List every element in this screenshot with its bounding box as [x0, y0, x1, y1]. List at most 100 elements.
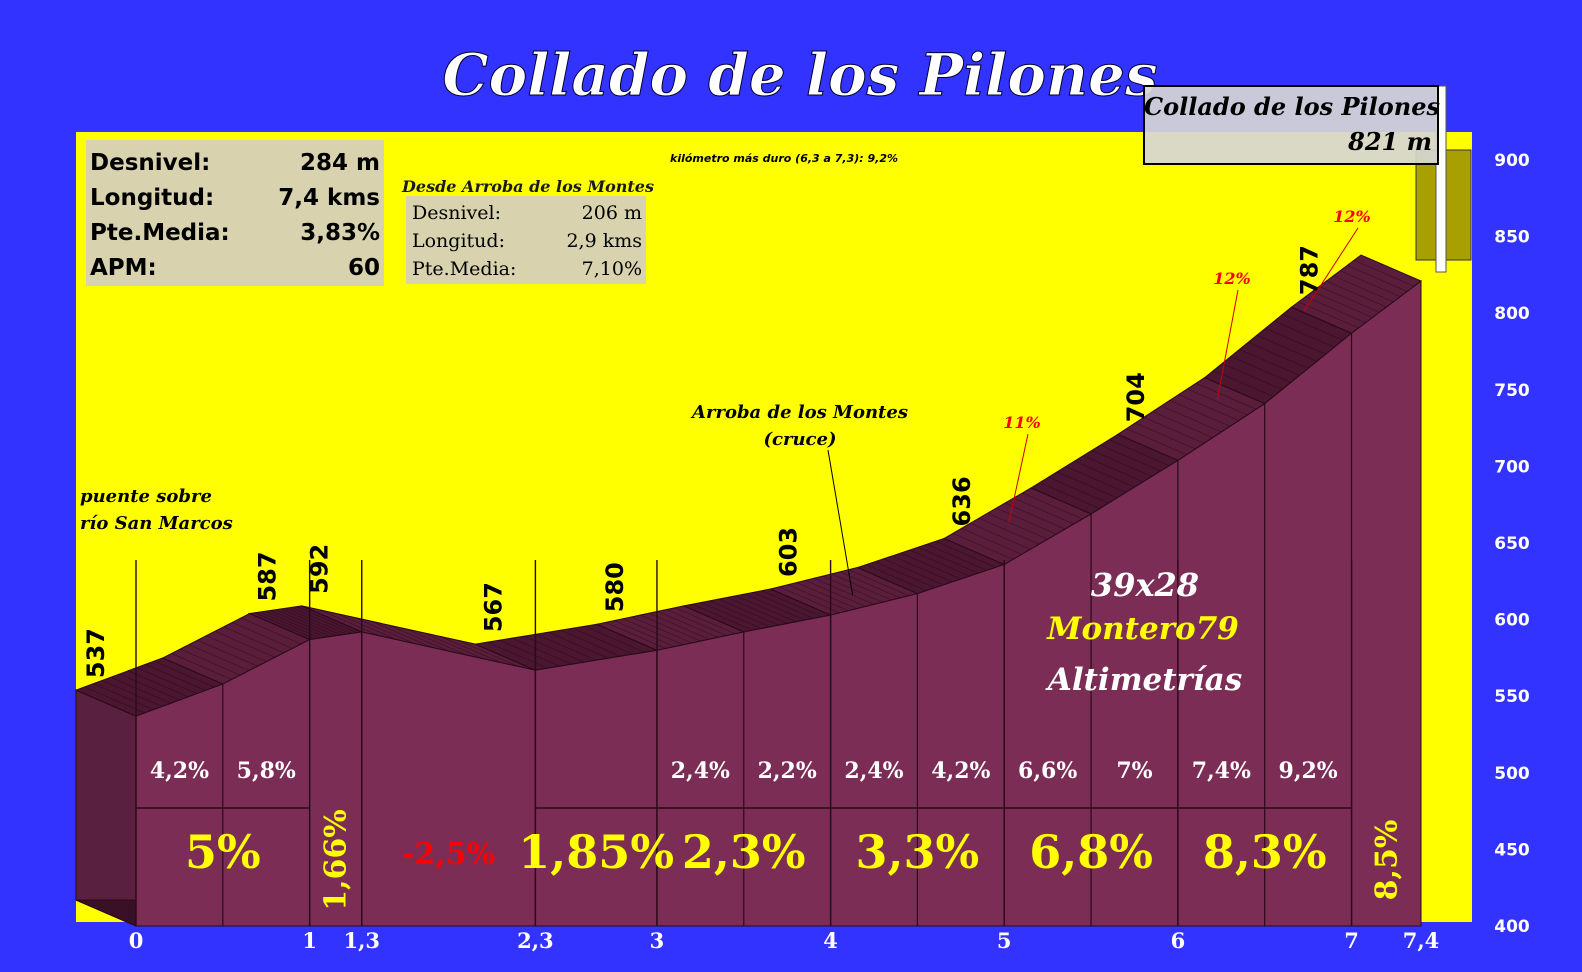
profile-hatch [900, 552, 961, 580]
profile-hatch [892, 555, 953, 583]
profile-hatch [1152, 411, 1213, 438]
y-tick-label: 450 [1494, 840, 1530, 860]
profile-hatch [718, 598, 779, 626]
sub-summary-value: 7,10% [582, 258, 642, 280]
profile-hatch [648, 612, 710, 640]
annotations-layer: puente sobre río San Marcos Arroba de los … [80, 207, 1371, 596]
summary-value: 3,83% [300, 220, 380, 246]
summit-elevation: 821 m [1347, 127, 1432, 156]
profile-hatch [353, 617, 414, 644]
x-tick-label: 2,3 [517, 928, 554, 953]
elevation-label: 567 [479, 582, 507, 632]
profile-hatch [631, 616, 692, 644]
profile-hatch [796, 582, 857, 609]
y-tick-label: 800 [1494, 304, 1530, 324]
profile-hatch [692, 603, 753, 631]
segment-gradient: 1,85% [518, 825, 674, 879]
profile-hatch [280, 608, 342, 636]
elevation-label: 603 [775, 527, 803, 577]
profile-end-face [75, 689, 137, 927]
profile-hatch [709, 600, 770, 628]
profile-hatch [285, 607, 347, 635]
profile-hatch [1256, 334, 1317, 362]
summary-box: Desnivel: 284 m Longitud: 7,4 kms Pte.Media:… [86, 140, 384, 286]
x-tick-label: 5 [997, 928, 1012, 953]
profile-hatch [136, 667, 197, 694]
profile-hatch [1126, 428, 1187, 455]
sub-summary-box: Desde Arroba de los Montes Desnivel: 206 … [401, 177, 654, 284]
x-tick-label: 6 [1171, 928, 1186, 953]
y-tick-label: 900 [1494, 151, 1530, 171]
profile-hatch [548, 631, 609, 659]
profile-hatch [154, 660, 215, 688]
profile-hatch [1135, 422, 1196, 450]
sub-summary-label: Pte.Media: [412, 258, 516, 280]
profile-hatch [511, 637, 572, 665]
sub-summary-label: Desnivel: [412, 202, 501, 224]
annotation-bridge: puente sobre [80, 486, 212, 507]
profile-hatch [813, 577, 875, 605]
x-tick-label: 7 [1344, 928, 1359, 953]
profile-hatch [666, 609, 727, 636]
profile-hatch [214, 630, 276, 658]
profile-hatch [291, 607, 352, 634]
profile-hatch [761, 590, 823, 618]
half-km-gradient: 7% [1116, 758, 1152, 784]
profile-hatch [839, 571, 901, 599]
profile-hatch [171, 653, 232, 680]
elevation-label: 704 [1122, 372, 1150, 422]
hardest-km-note: kilómetro más duro (6,3 a 7,3): 9,2% [670, 152, 898, 165]
profile-hatch [1161, 405, 1222, 433]
half-km-gradient: 4,2% [931, 758, 990, 784]
profile-hatch [744, 593, 805, 621]
profile-hatch [978, 517, 1040, 545]
x-tick-label: 1 [302, 928, 317, 953]
gradient-labels-layer: 4,2% 5,8% 2,4% 2,2% 2,4% 4,2% 6,6% 7% 7,4% 9,2% 5%… [135, 560, 1404, 926]
segment-gradient: -2,5% [402, 837, 495, 872]
profile-hatch [1298, 301, 1359, 329]
half-km-gradient: 6,6% [1018, 758, 1077, 784]
summary-label: Longitud: [90, 185, 214, 211]
profile-hatch [523, 635, 585, 663]
annotation-bridge: río San Marcos [80, 513, 233, 534]
y-tick-label: 550 [1494, 687, 1530, 707]
profile-hatch [318, 609, 380, 637]
annotation-ramp: 11% [1003, 413, 1040, 432]
profile-hatch [101, 680, 163, 707]
y-tick-label: 400 [1494, 917, 1530, 937]
profile-hatch [457, 640, 519, 667]
profile-hatch [935, 541, 996, 568]
profile-hatch [805, 580, 866, 607]
profile-hatch [84, 686, 145, 714]
axes-layer: 400 450 500 550 600 650 700 750 800 850 900 0 1 1,3 2,… [129, 151, 1530, 953]
profile-hatch [1340, 270, 1401, 297]
profile-hatch [1187, 388, 1248, 416]
profile-hatch [1091, 450, 1152, 477]
profile-hatch [145, 664, 206, 691]
profile-hatch [1039, 482, 1100, 509]
profile-hatch [197, 639, 258, 667]
annotation-ramp-pointer [1008, 433, 1029, 523]
profile-hatch [961, 528, 1022, 555]
profile-hatch [1274, 320, 1335, 348]
profile-hatch [388, 624, 449, 652]
profile-hatch [1230, 356, 1291, 383]
profile-hatch [1346, 265, 1408, 292]
profile-hatch [1074, 460, 1135, 488]
profile-hatch [1195, 382, 1257, 410]
segment-gradient: 1,66% [319, 809, 354, 911]
profile-hatch [584, 625, 645, 653]
profile-hatch [1065, 466, 1126, 493]
profile-hatch [753, 592, 814, 619]
annotation-arroba: (cruce) [764, 429, 837, 450]
profile-hatch [119, 673, 180, 701]
profile-hatch [1100, 444, 1161, 472]
profile-hatch [127, 670, 189, 698]
profile-hatch [423, 632, 484, 659]
annotation-ramp-pointer [1303, 227, 1359, 312]
profile-hatch [499, 639, 560, 667]
profile-hatch [1013, 497, 1074, 525]
elevation-label: 580 [601, 562, 629, 612]
profile-hatch [918, 546, 979, 574]
profile-hatch [622, 618, 684, 646]
